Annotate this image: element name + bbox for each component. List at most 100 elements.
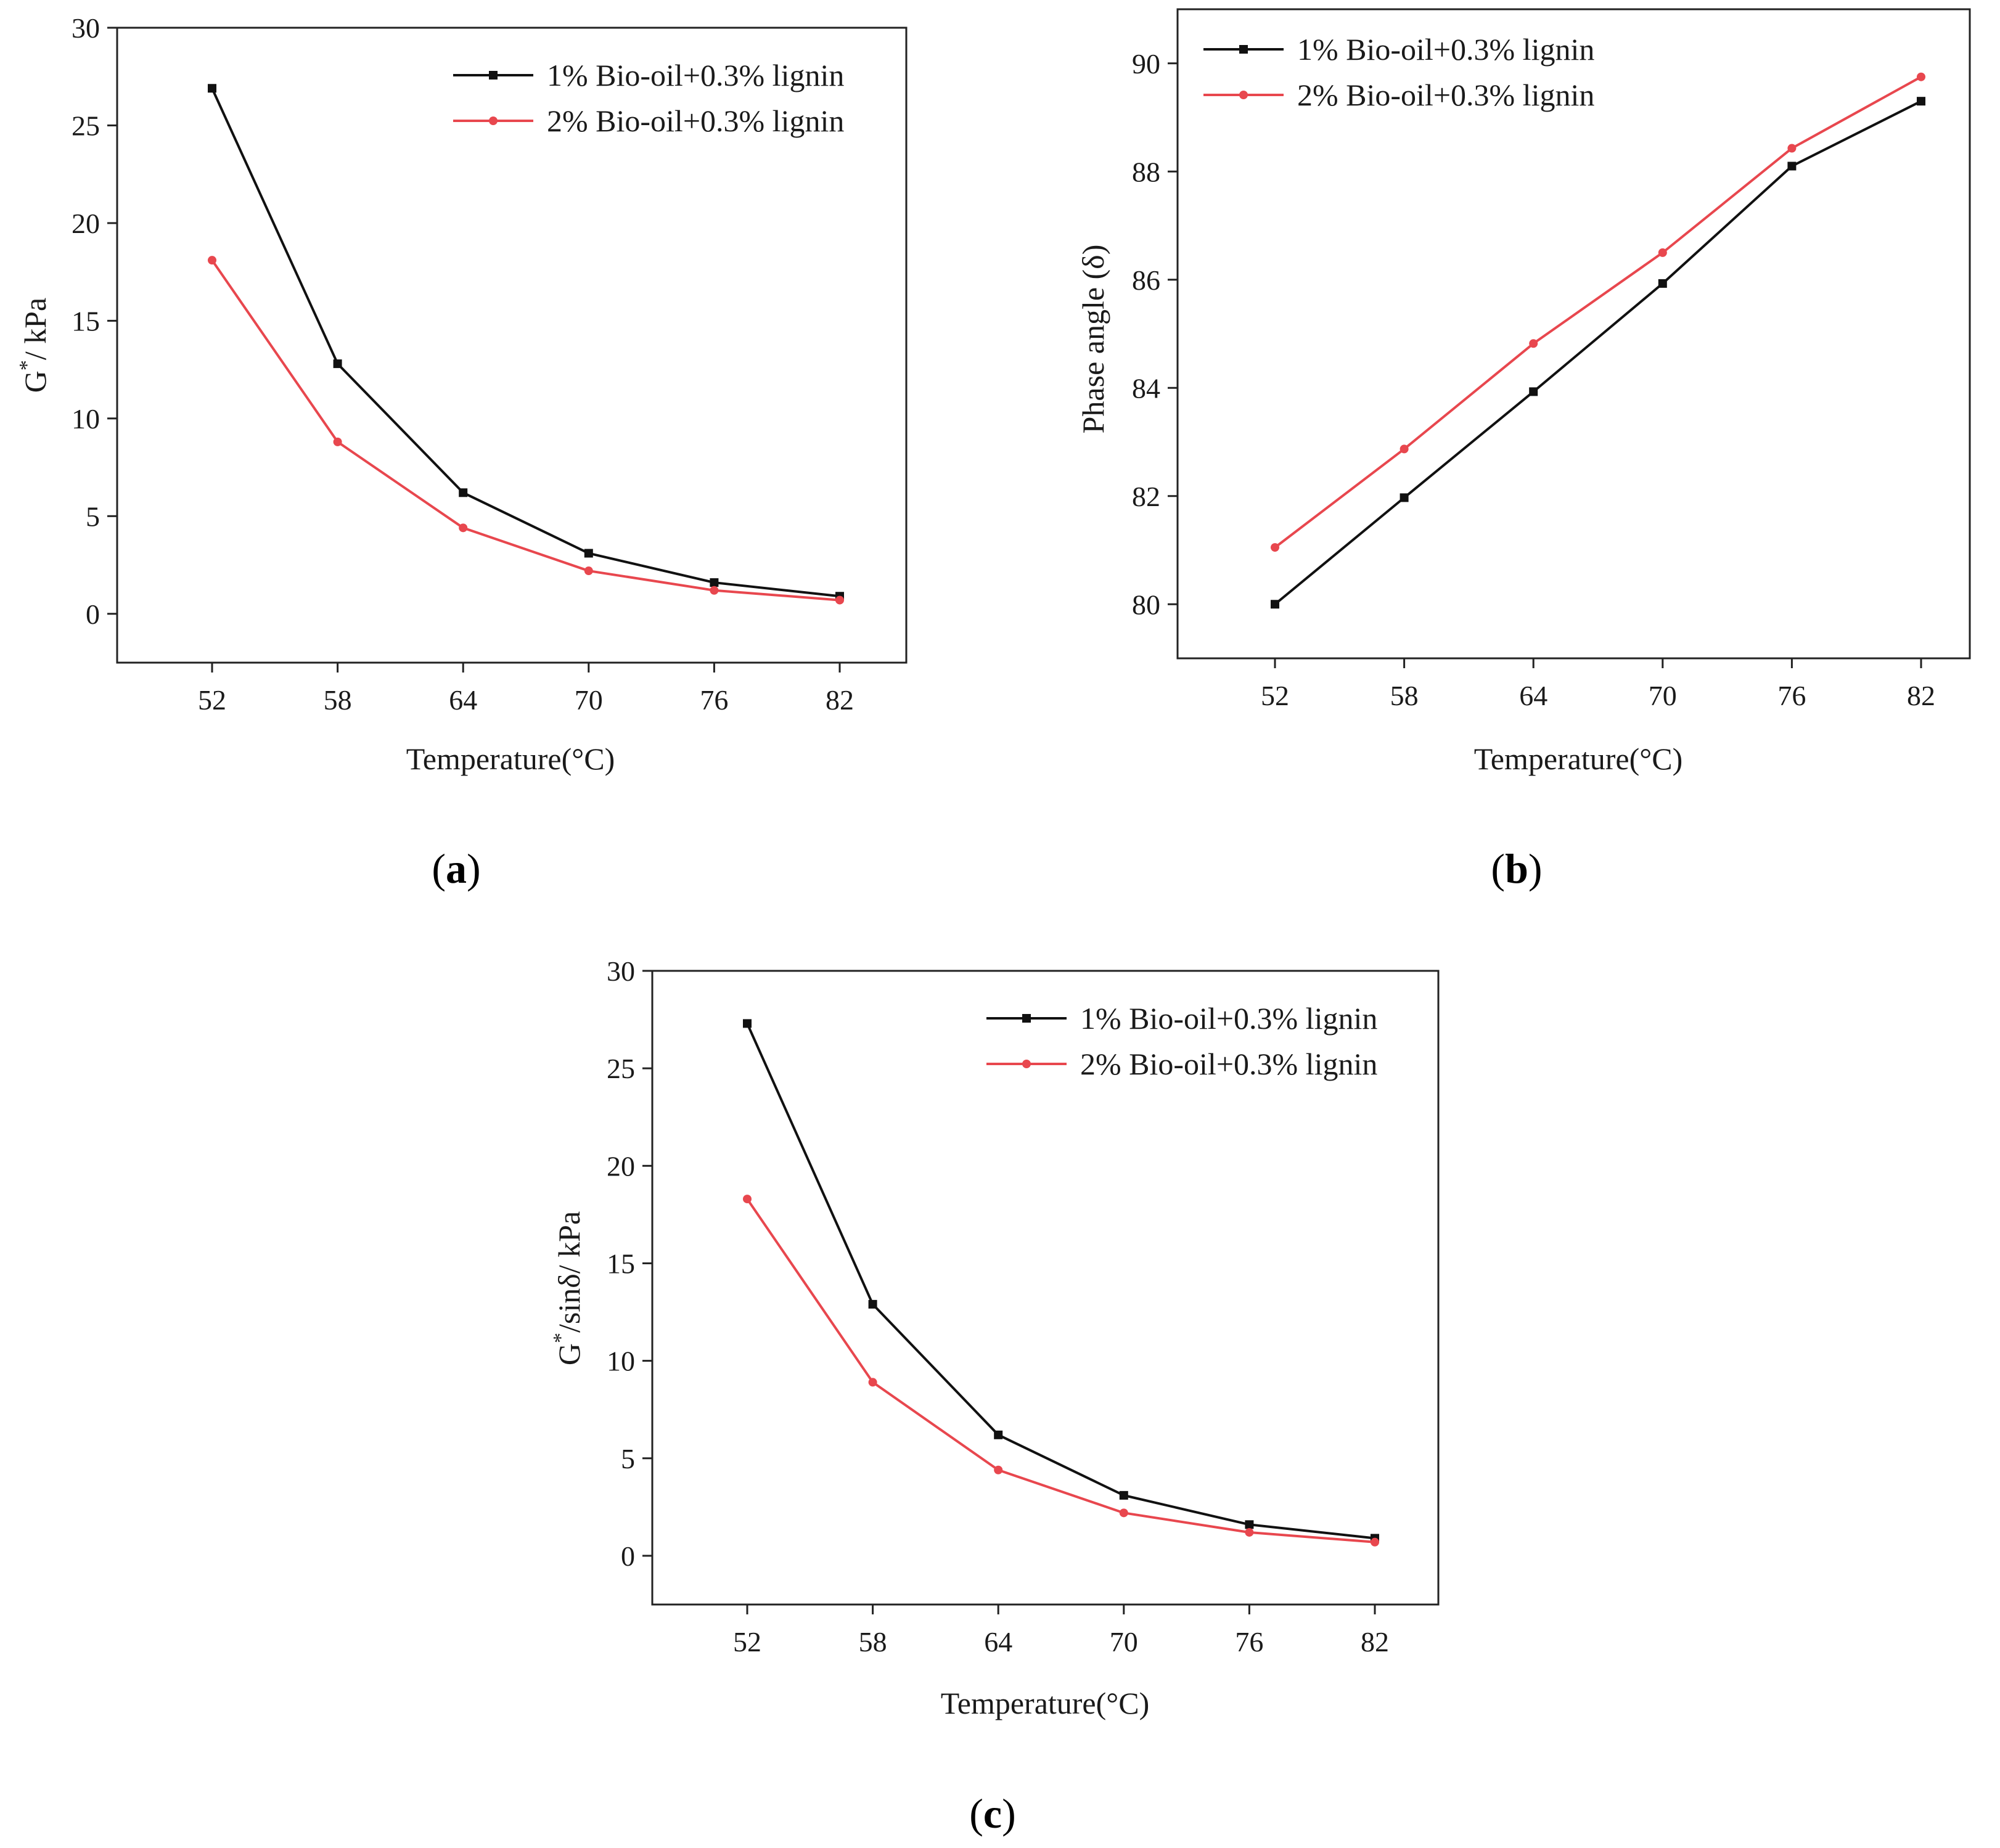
chart-c-plot-frame	[651, 970, 1440, 1606]
chart-c-x-tick-label: 76	[1235, 1626, 1263, 1658]
chart-b-y-tick-label: 82	[1132, 481, 1160, 512]
chart-b-y-tick-label: 90	[1132, 48, 1160, 80]
chart-b-x-tick-label: 82	[1907, 680, 1935, 711]
chart-b-series-1-point	[1787, 161, 1797, 171]
chart-b-x-tick-label: 76	[1777, 680, 1806, 711]
chart-b-series-2-point	[1529, 339, 1538, 348]
chart-b-series-2-point	[1917, 72, 1925, 81]
chart-b-series-2-line	[1274, 75, 1922, 549]
chart-b-x-axis-title: Temperature(°C)	[1474, 742, 1683, 776]
chart-b-series-1-point	[1271, 600, 1279, 609]
chart-a-x-axis-title: Temperature(°C)	[406, 742, 615, 776]
chart-c-series-1-point	[868, 1299, 877, 1309]
chart-b-series-2-point	[1400, 444, 1409, 454]
chart-b-y-tick-label: 86	[1132, 264, 1160, 296]
chart-c-x-tick-label: 82	[1361, 1626, 1389, 1658]
chart-a-x-tick-label: 76	[700, 684, 728, 716]
chart-a-series-1-point	[208, 84, 216, 93]
chart-a-x-tick-label: 58	[324, 684, 352, 716]
chart-c-y-tick-label: 30	[607, 955, 635, 987]
chart-a-y-tick-label: 5	[86, 501, 100, 532]
panel-label-c: (c)	[969, 1790, 1016, 1837]
chart-a-series-2-point	[208, 256, 216, 265]
chart-c-series-1-point	[1119, 1490, 1128, 1500]
chart-c-series-2-point	[868, 1378, 877, 1387]
chart-b-series-2-point	[1658, 248, 1667, 257]
chart-b-series-1-point	[1917, 97, 1925, 106]
chart-c-legend-marker-1	[1022, 1014, 1031, 1023]
chart-c-series-2-point	[994, 1465, 1003, 1474]
chart-c-series-2-point	[1119, 1508, 1128, 1518]
chart-b-series-1-point	[1658, 279, 1667, 288]
chart-a-y-tick-label: 20	[72, 208, 100, 239]
chart-a-series-1-point	[333, 359, 342, 369]
chart-b: 80 82 84 86 88 90 52 58 64 70 76 82 1% Bio-oil+0.3% …	[1076, 8, 1971, 892]
chart-b-x-tick-label: 58	[1390, 680, 1419, 711]
chart-c-series-1-point	[1245, 1520, 1254, 1529]
chart-a: 0 5 10 15 20 25 30 52 58 64 70 76 82 1% Bio-oil+0.3% …	[15, 12, 908, 892]
chart-a-x-tick-label: 64	[449, 684, 477, 716]
chart-a-y-tick-label: 25	[72, 110, 100, 141]
chart-a-series-2-point	[835, 595, 844, 605]
chart-a-y-tick-label: 15	[72, 305, 100, 337]
chart-b-x-tick-label: 52	[1261, 680, 1289, 711]
chart-c-legend-marker-2	[1022, 1060, 1031, 1068]
chart-a-plot-frame	[116, 27, 908, 664]
chart-a-series-2-point	[459, 523, 468, 533]
chart-a-x-tick-label: 52	[198, 684, 226, 716]
chart-b-legend-marker-2	[1239, 91, 1248, 99]
chart-b-y-tick-label: 84	[1132, 372, 1160, 404]
chart-b-y-tick-label: 88	[1132, 156, 1160, 187]
chart-c-legend-label-1: 1% Bio-oil+0.3% lignin	[1080, 1001, 1377, 1036]
chart-a-legend-label-2: 2% Bio-oil+0.3% lignin	[547, 104, 844, 138]
panel-label-b: (b)	[1491, 845, 1542, 892]
chart-c-legend-label-2: 2% Bio-oil+0.3% lignin	[1080, 1047, 1377, 1081]
chart-c-series-2-line	[746, 1198, 1375, 1543]
chart-c-x-tick-label: 70	[1110, 1626, 1138, 1658]
chart-b-legend-marker-1	[1239, 45, 1248, 54]
chart-b-x-tick-label: 70	[1649, 680, 1677, 711]
chart-a-series-2-line	[211, 260, 840, 602]
chart-b-series-1-point	[1529, 387, 1538, 396]
chart-c-y-tick-label: 10	[607, 1346, 635, 1377]
chart-b-y-axis-title: Phase angle (δ)	[1076, 245, 1110, 434]
chart-b-y-tick-label: 80	[1132, 589, 1160, 620]
chart-a-y-tick-label: 10	[72, 403, 100, 435]
chart-a-x-tick-label: 82	[826, 684, 854, 716]
chart-b-series-1-line	[1274, 100, 1922, 605]
chart-a-legend-marker-1	[489, 71, 498, 80]
chart-c-y-axis-title: G*/sinδ/ kPa	[549, 1211, 586, 1365]
chart-b-plot-frame	[1176, 8, 1971, 660]
chart-a-legend-marker-2	[489, 117, 498, 125]
chart-c: 0 5 10 15 20 25 30 52 58 64 70 76 82 1% Bio-oil+0.3% …	[549, 955, 1440, 1837]
chart-b-legend-label-1: 1% Bio-oil+0.3% lignin	[1297, 32, 1594, 67]
chart-a-y-axis-title: G*/ kPa	[15, 298, 52, 393]
chart-a-x-tick-label: 70	[575, 684, 603, 716]
chart-a-y-tick-label: 30	[72, 12, 100, 44]
chart-b-series-1-point	[1400, 493, 1409, 502]
chart-b-x-tick-label: 64	[1519, 680, 1547, 711]
chart-c-series-1-point	[994, 1430, 1003, 1439]
chart-c-series-2-point	[743, 1195, 752, 1204]
chart-c-x-axis-title: Temperature(°C)	[941, 1686, 1150, 1720]
chart-c-y-tick-label: 0	[621, 1540, 635, 1572]
panel-label-a: (a)	[432, 845, 480, 892]
chart-c-y-tick-label: 15	[607, 1248, 635, 1279]
chart-c-y-tick-label: 5	[621, 1443, 635, 1474]
chart-c-x-tick-label: 52	[733, 1626, 761, 1658]
chart-c-x-tick-label: 58	[859, 1626, 887, 1658]
chart-a-series-2-point	[333, 437, 342, 446]
chart-a-series-1-point	[459, 488, 468, 497]
chart-c-y-tick-label: 20	[607, 1150, 635, 1182]
chart-a-series-2-point	[584, 566, 593, 576]
chart-b-series-2-point	[1271, 543, 1279, 552]
chart-c-series-2-point	[1371, 1537, 1379, 1547]
chart-c-series-1-line	[746, 1023, 1375, 1540]
chart-c-series-1-point	[743, 1019, 752, 1028]
chart-b-legend-label-2: 2% Bio-oil+0.3% lignin	[1297, 78, 1594, 112]
chart-a-series-2-point	[710, 586, 719, 595]
chart-c-x-tick-label: 64	[984, 1626, 1012, 1658]
chart-a-y-tick-label: 0	[86, 599, 100, 630]
chart-a-series-1-point	[584, 549, 593, 558]
